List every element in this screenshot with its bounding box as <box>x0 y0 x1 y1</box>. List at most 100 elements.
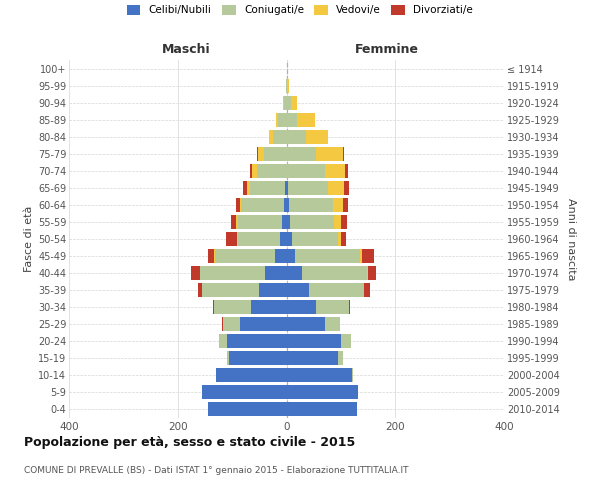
Bar <box>227 334 287 348</box>
Bar <box>240 317 287 331</box>
Bar <box>287 266 302 280</box>
Bar <box>344 180 349 194</box>
Bar <box>287 180 328 194</box>
Bar <box>291 96 298 110</box>
Bar <box>287 96 291 110</box>
Bar <box>278 112 287 126</box>
Text: Popolazione per età, sesso e stato civile - 2015: Popolazione per età, sesso e stato civil… <box>24 436 355 449</box>
Bar <box>263 146 287 160</box>
Bar <box>223 317 240 331</box>
Bar <box>287 368 352 382</box>
Bar <box>290 214 334 228</box>
Bar <box>250 164 252 177</box>
Bar <box>259 283 287 297</box>
Bar <box>287 146 316 160</box>
Bar <box>287 351 338 365</box>
Bar <box>284 96 287 110</box>
Bar <box>198 283 202 297</box>
Bar <box>287 164 325 177</box>
Bar <box>258 146 263 160</box>
Bar <box>287 402 357 416</box>
Bar <box>341 232 346 245</box>
Bar <box>226 232 237 245</box>
Bar <box>243 180 247 194</box>
Bar <box>360 249 362 263</box>
Bar <box>287 130 305 143</box>
Bar <box>287 232 292 245</box>
Bar <box>343 198 348 211</box>
Bar <box>345 164 348 177</box>
Y-axis label: Fasce di età: Fasce di età <box>23 206 34 272</box>
Bar <box>208 402 287 416</box>
Bar <box>287 112 298 126</box>
Bar <box>238 214 282 228</box>
Bar <box>343 146 344 160</box>
Bar <box>302 266 367 280</box>
Bar <box>236 214 238 228</box>
Bar <box>341 214 347 228</box>
Bar <box>362 249 373 263</box>
Bar <box>368 266 376 280</box>
Bar <box>333 198 343 211</box>
Bar <box>191 266 199 280</box>
Bar <box>305 130 328 143</box>
Bar <box>280 232 287 245</box>
Bar <box>287 214 290 228</box>
Bar <box>273 130 287 143</box>
Bar <box>199 266 265 280</box>
Bar <box>241 198 284 211</box>
Bar <box>289 198 333 211</box>
Bar <box>286 180 287 194</box>
Bar <box>238 232 280 245</box>
Bar <box>218 334 227 348</box>
Bar <box>316 300 349 314</box>
Bar <box>216 368 287 382</box>
Text: Femmine: Femmine <box>355 44 419 57</box>
Bar <box>202 385 287 399</box>
Bar <box>283 96 284 110</box>
Bar <box>236 198 240 211</box>
Bar <box>202 283 259 297</box>
Bar <box>295 249 360 263</box>
Bar <box>334 214 341 228</box>
Bar <box>240 198 241 211</box>
Bar <box>367 266 368 280</box>
Bar <box>338 232 341 245</box>
Bar <box>287 283 310 297</box>
Legend: Celibi/Nubili, Coniugati/e, Vedovi/e, Divorziati/e: Celibi/Nubili, Coniugati/e, Vedovi/e, Di… <box>127 5 473 15</box>
Bar <box>213 300 214 314</box>
Bar <box>287 198 289 211</box>
Y-axis label: Anni di nascita: Anni di nascita <box>566 198 577 280</box>
Bar <box>341 334 350 348</box>
Bar <box>250 180 286 194</box>
Bar <box>251 300 287 314</box>
Bar <box>287 300 316 314</box>
Bar <box>229 351 287 365</box>
Bar <box>338 351 343 365</box>
Bar <box>325 317 340 331</box>
Text: COMUNE DI PREVALLE (BS) - Dati ISTAT 1° gennaio 2015 - Elaborazione TUTTITALIA.I: COMUNE DI PREVALLE (BS) - Dati ISTAT 1° … <box>24 466 409 475</box>
Bar <box>287 334 341 348</box>
Bar <box>252 164 257 177</box>
Bar <box>352 368 353 382</box>
Bar <box>298 112 315 126</box>
Bar <box>257 146 258 160</box>
Bar <box>265 266 287 280</box>
Bar <box>364 283 370 297</box>
Bar <box>328 180 344 194</box>
Bar <box>349 300 350 314</box>
Bar <box>284 198 287 211</box>
Bar <box>214 300 251 314</box>
Bar <box>275 112 278 126</box>
Bar <box>257 164 287 177</box>
Bar <box>287 385 358 399</box>
Bar <box>325 164 345 177</box>
Bar <box>282 214 287 228</box>
Bar <box>208 249 214 263</box>
Bar <box>287 78 289 92</box>
Bar <box>310 283 364 297</box>
Bar <box>275 249 287 263</box>
Bar <box>292 232 338 245</box>
Bar <box>287 249 295 263</box>
Bar <box>247 180 250 194</box>
